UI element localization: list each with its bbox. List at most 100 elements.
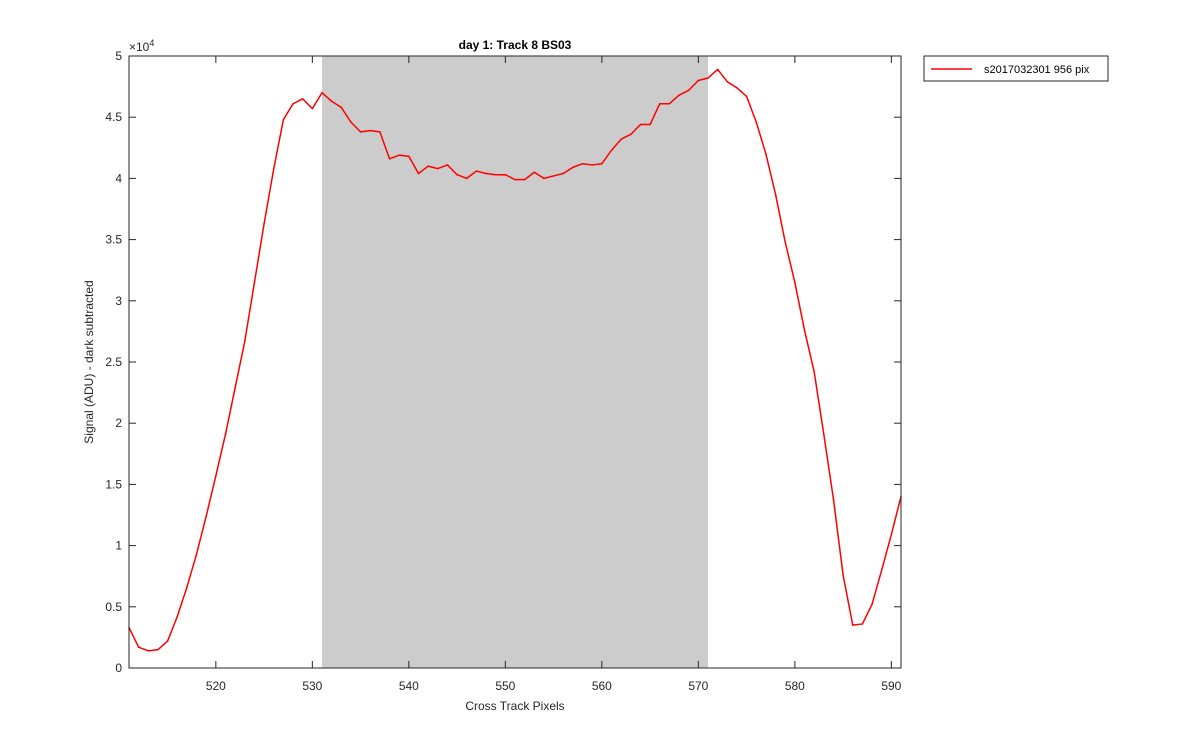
- data-point: [234, 386, 236, 389]
- y-tick-label: 5: [115, 49, 122, 63]
- chart-title: day 1: Track 8 BS03: [459, 38, 572, 52]
- data-point: [427, 165, 429, 167]
- legend-label: s2017032301 956 pix: [984, 64, 1090, 76]
- data-point: [350, 121, 352, 123]
- y-tick-label: 1.5: [105, 477, 122, 491]
- data-point: [359, 131, 362, 133]
- data-point: [823, 433, 825, 436]
- data-point: [340, 106, 343, 109]
- data-point: [649, 123, 651, 126]
- x-tick-label: 520: [206, 679, 226, 693]
- data-point: [263, 222, 265, 225]
- data-point: [195, 553, 198, 555]
- data-point: [552, 175, 555, 177]
- data-point: [774, 193, 777, 196]
- data-point: [176, 615, 179, 618]
- data-point: [832, 498, 835, 500]
- y-tick-label: 2.5: [105, 355, 122, 369]
- data-point: [137, 646, 140, 648]
- y-exponent-label: ×104: [129, 38, 154, 54]
- data-point: [321, 91, 323, 94]
- data-point: [736, 87, 738, 89]
- data-point: [543, 177, 545, 180]
- data-point: [301, 98, 304, 100]
- data-point: [707, 77, 709, 79]
- data-point: [408, 155, 410, 158]
- y-tick-label: 4.5: [105, 110, 122, 124]
- data-point: [803, 329, 806, 331]
- data-point: [620, 138, 622, 141]
- data-point: [755, 121, 758, 123]
- y-axis-title: Signal (ADU) - dark subtracted: [82, 280, 96, 443]
- x-tick-label: 560: [592, 679, 612, 693]
- data-point: [697, 79, 700, 82]
- data-point: [630, 133, 632, 136]
- data-point: [581, 162, 584, 165]
- data-point: [494, 173, 497, 176]
- data-point: [562, 172, 565, 175]
- data-point: [639, 123, 642, 126]
- data-point: [244, 340, 246, 342]
- data-point: [166, 640, 169, 642]
- data-point: [437, 167, 439, 170]
- data-point: [851, 624, 854, 626]
- chart-marks: [128, 68, 902, 652]
- shaded-region: [322, 56, 708, 668]
- data-point: [292, 102, 294, 105]
- data-point: [157, 648, 159, 651]
- y-tick-label: 1: [115, 539, 122, 553]
- data-point: [330, 100, 333, 103]
- data-point: [205, 515, 207, 518]
- x-tick-label: 580: [785, 679, 805, 693]
- data-point: [890, 533, 893, 536]
- data-point: [784, 241, 786, 243]
- data-point: [485, 172, 487, 175]
- data-point: [456, 173, 458, 176]
- data-point: [610, 149, 613, 152]
- axis-ticks: 520 530 540 550 560 570 580 590 0 0.5 1 1.5 2 2.5 3 3.5…: [105, 49, 901, 693]
- x-tick-label: 550: [495, 679, 515, 693]
- data-point: [678, 94, 680, 96]
- data-point: [794, 281, 796, 284]
- data-point: [465, 177, 468, 180]
- data-point: [523, 178, 526, 181]
- x-tick-label: 530: [302, 679, 322, 693]
- data-point: [716, 68, 719, 71]
- data-point: [311, 107, 314, 110]
- data-point: [572, 166, 574, 169]
- data-point: [668, 102, 671, 105]
- data-point: [658, 102, 661, 105]
- data-point: [398, 154, 401, 156]
- x-axis-title: Cross Track Pixels: [465, 699, 564, 713]
- data-point: [504, 173, 507, 176]
- data-point: [726, 80, 729, 83]
- data-point: [687, 89, 690, 92]
- x-tick-label: 590: [881, 679, 901, 693]
- data-point: [215, 475, 217, 477]
- legend: s2017032301 956 pix: [923, 55, 1109, 82]
- data-point: [379, 131, 381, 133]
- data-point: [186, 586, 188, 589]
- y-tick-label: 0: [115, 661, 122, 675]
- data-point: [813, 370, 815, 373]
- data-point: [871, 603, 873, 606]
- data-point: [745, 95, 748, 98]
- data-point: [475, 170, 478, 172]
- y-tick-label: 4: [115, 171, 122, 185]
- data-point: [369, 129, 372, 132]
- x-tick-label: 540: [399, 679, 419, 693]
- data-point: [514, 178, 516, 181]
- data-point: [282, 118, 285, 121]
- data-point: [533, 171, 536, 174]
- data-point: [147, 650, 150, 652]
- data-point: [765, 153, 767, 155]
- y-tick-label: 2: [115, 416, 122, 430]
- data-point: [224, 433, 227, 436]
- data-point: [861, 623, 864, 625]
- data-point: [253, 281, 256, 284]
- y-tick-label: 0.5: [105, 600, 122, 614]
- data-point: [446, 164, 449, 166]
- data-point: [842, 574, 844, 576]
- data-point: [601, 162, 603, 165]
